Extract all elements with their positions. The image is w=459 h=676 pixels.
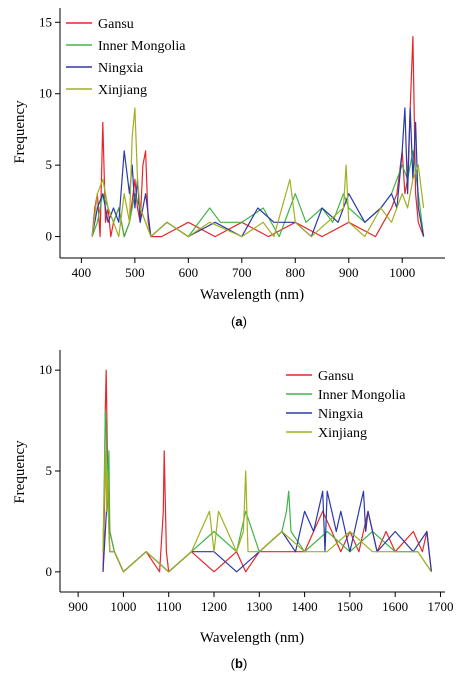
legend-label-ningxia: Ningxia: [98, 61, 144, 76]
x-tick-label: 700: [232, 265, 252, 280]
series-line-xinjiang: [91, 107, 425, 238]
legend-label-gansu: Gansu: [98, 17, 134, 32]
y-tick-label: 10: [39, 86, 52, 101]
chart-a-lines: [91, 35, 425, 238]
legend-label-xinjiang: Xinjiang: [98, 83, 147, 98]
x-tick-label: 1500: [337, 599, 363, 614]
series-line-gansu: [91, 35, 425, 238]
panel-label-b: (b): [231, 656, 248, 671]
chart-a: 400 500 600 700 800 900 1000 0 5 10 15 Wavelength…: [12, 8, 445, 329]
y-tick-label: 10: [39, 362, 52, 377]
x-tick-label: 600: [179, 265, 199, 280]
series-line-xinjiang: [102, 450, 432, 573]
x-tick-label: 1700: [427, 599, 453, 614]
chart-b-lines: [102, 369, 432, 573]
y-tick-label: 5: [46, 157, 53, 172]
x-tick-label: 1300: [246, 599, 272, 614]
chart-b: 900 1000 1100 1200 1300 1400 1500 1600 1700 0 5 10…: [12, 350, 453, 671]
x-tick-label: 500: [125, 265, 145, 280]
x-tick-label: 800: [286, 265, 306, 280]
chart-a-x-axis-title: Wavelength (nm): [200, 287, 304, 303]
x-tick-label: 900: [68, 599, 88, 614]
legend-label-gansu: Gansu: [318, 369, 354, 384]
x-tick-label: 1600: [382, 599, 408, 614]
x-tick-label: 1000: [389, 265, 415, 280]
x-tick-label: 1000: [110, 599, 136, 614]
chart-a-y-ticks: 0 5 10 15: [39, 14, 60, 244]
chart-a-legend: Gansu Inner Mongolia Ningxia Xinjiang: [66, 17, 186, 98]
chart-b-y-ticks: 0 5 10: [39, 362, 60, 579]
x-tick-label: 1400: [292, 599, 318, 614]
series-line-inner-mongolia: [102, 409, 432, 573]
legend-label-inner-mongolia: Inner Mongolia: [98, 39, 186, 54]
x-tick-label: 1100: [156, 599, 182, 614]
series-line-ningxia: [102, 490, 432, 573]
legend-label-xinjiang: Xinjiang: [318, 426, 367, 441]
y-tick-label: 0: [46, 229, 53, 244]
series-line-ningxia: [91, 107, 425, 238]
legend-label-ningxia: Ningxia: [318, 407, 364, 422]
y-tick-label: 5: [46, 463, 53, 478]
chart-b-x-ticks: 900 1000 1100 1200 1300 1400 1500 1600 1700: [68, 592, 453, 614]
x-tick-label: 1200: [201, 599, 227, 614]
y-tick-label: 15: [39, 14, 52, 29]
x-tick-label: 400: [72, 265, 92, 280]
chart-b-legend: Gansu Inner Mongolia Ningxia Xinjiang: [286, 369, 406, 441]
chart-b-x-axis-title: Wavelength (nm): [200, 630, 304, 646]
chart-a-x-ticks: 400 500 600 700 800 900 1000: [72, 258, 415, 280]
chart-a-y-axis-title: Frequency: [12, 100, 28, 164]
chart-b-y-axis-title: Frequency: [12, 440, 28, 504]
x-tick-label: 900: [339, 265, 359, 280]
y-tick-label: 0: [46, 564, 53, 579]
panel-label-a: (a): [231, 314, 247, 329]
legend-label-inner-mongolia: Inner Mongolia: [318, 388, 406, 403]
